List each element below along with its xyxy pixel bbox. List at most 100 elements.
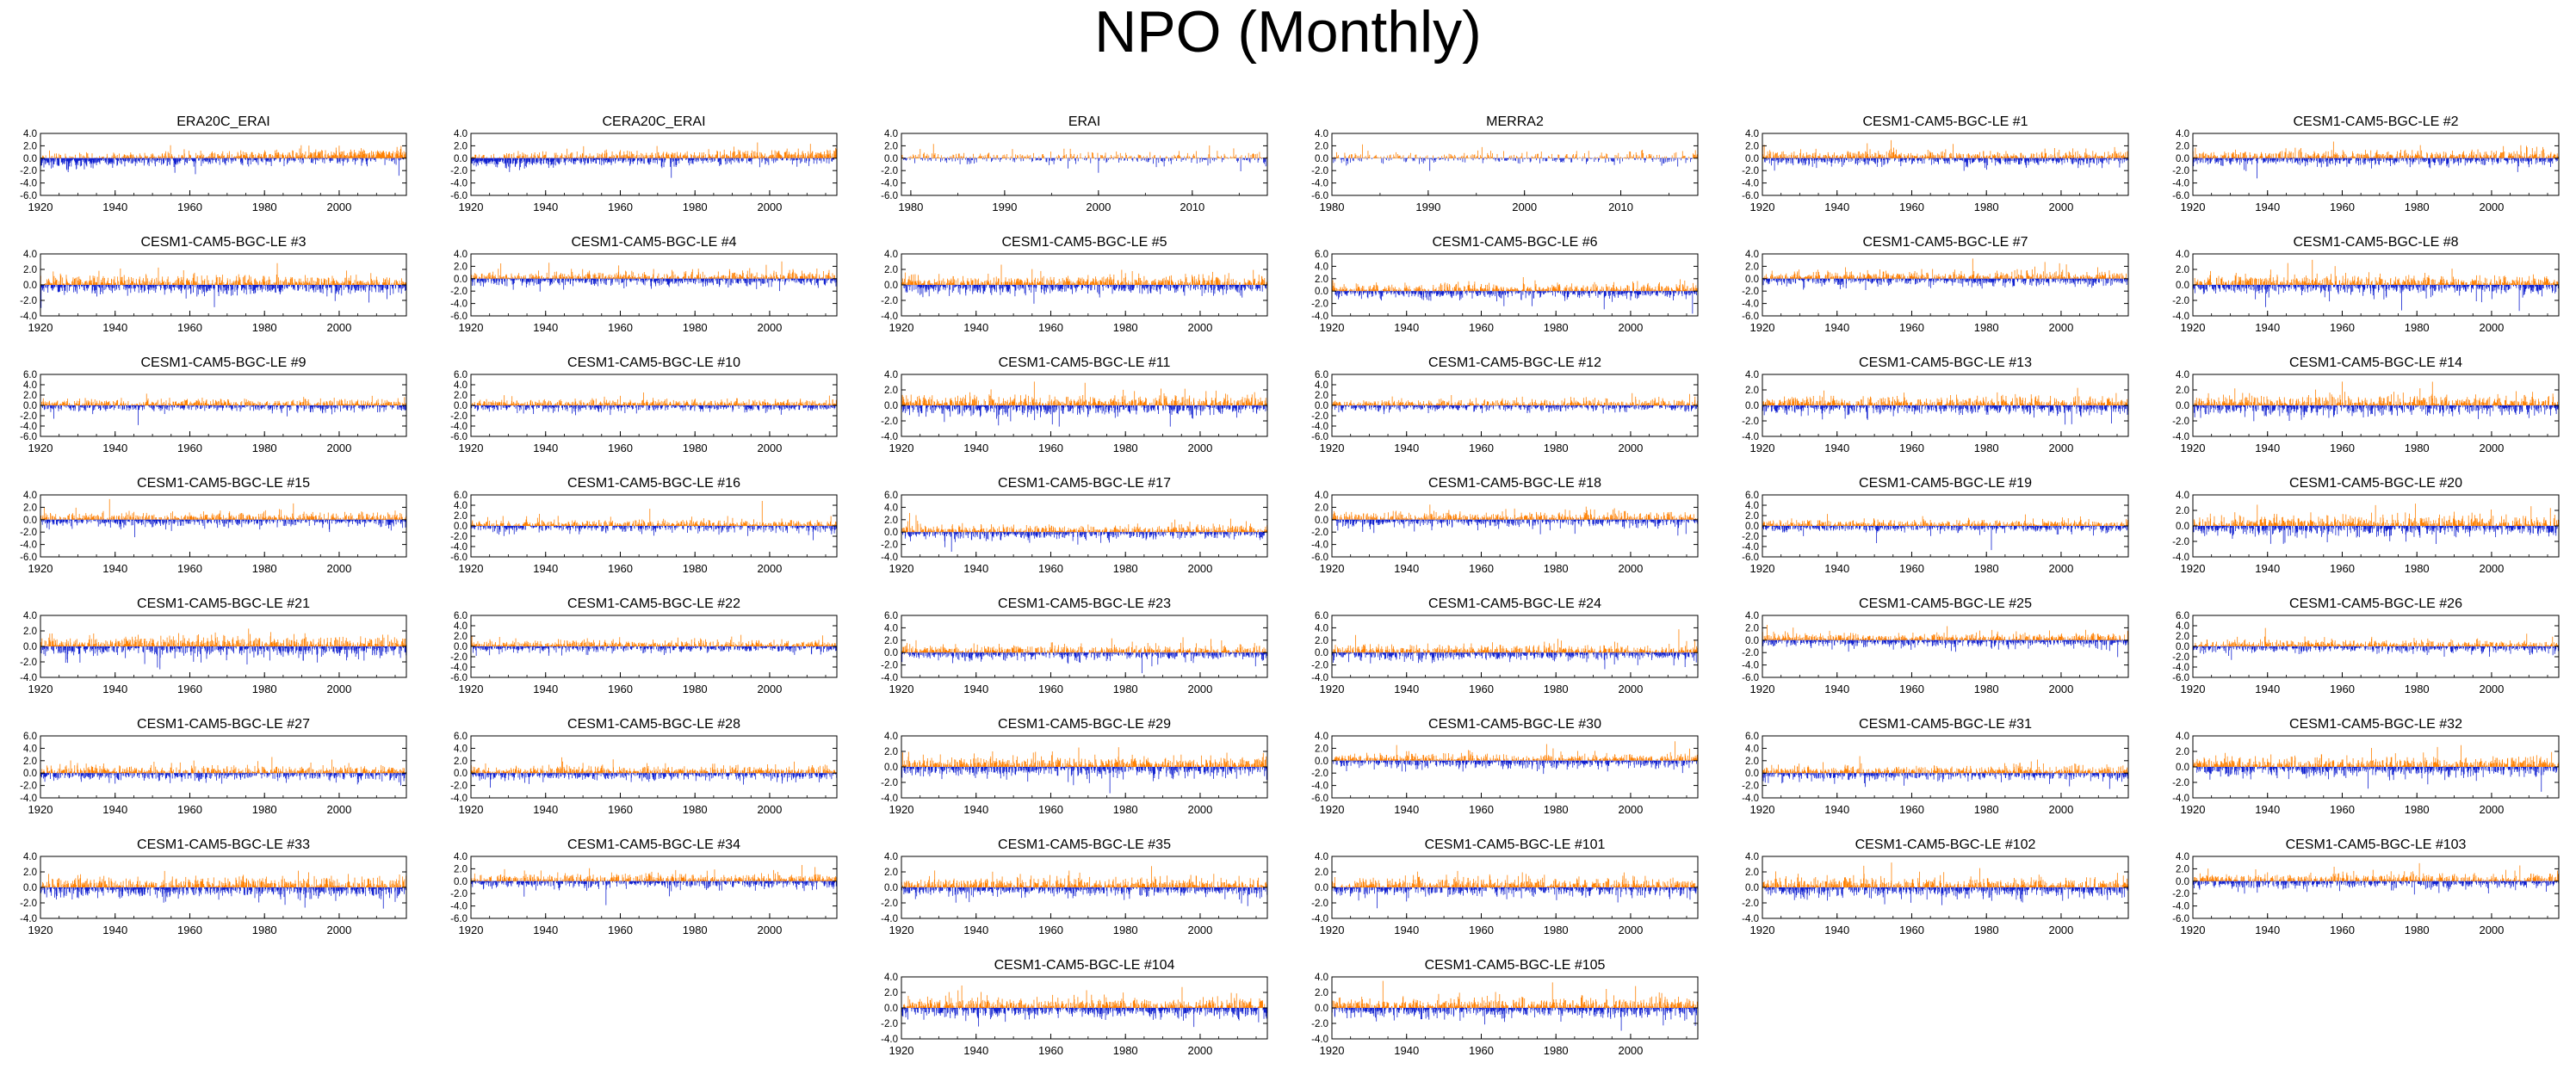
y-tick-label: -2.0: [881, 1019, 898, 1029]
y-tick-label: -4.0: [20, 673, 37, 683]
x-tick-label: 1960: [1469, 803, 1494, 816]
x-tick-label: 1920: [2181, 924, 2206, 936]
x-tick-label: 1980: [2405, 201, 2430, 213]
panel: CESM1-CAM5-BGC-LE #1 1920 1940 1960 1980 2000…: [1742, 114, 2129, 213]
positive-bars: [2192, 381, 2558, 405]
x-tick-label: 1960: [608, 321, 633, 334]
panel-title: CERA20C_ERAI: [602, 114, 705, 129]
y-tick-label: -2.0: [1311, 1019, 1328, 1029]
y-tick-label: -4.0: [1311, 312, 1328, 322]
x-tick-label: 2000: [2479, 201, 2504, 213]
y-tick-label: -4.0: [1742, 914, 1759, 924]
x-tick-label: 1920: [1320, 1044, 1345, 1057]
x-tick-label: 1940: [1394, 683, 1419, 695]
y-tick-label: 4.0: [1315, 973, 1328, 983]
y-tick-label: 2.0: [1745, 141, 1759, 151]
x-tick-label: 1920: [889, 321, 914, 334]
x-tick-label: 2000: [757, 683, 782, 695]
positive-bars: [2192, 745, 2560, 767]
y-tick-label: 4.0: [884, 503, 898, 513]
y-tick-label: 4.0: [1315, 623, 1328, 633]
x-tick-label: 1960: [608, 683, 633, 695]
panel-title: CESM1-CAM5-BGC-LE #20: [2289, 476, 2462, 491]
x-tick-label: 1980: [252, 442, 277, 454]
y-tick-label: -2.0: [2172, 889, 2189, 899]
y-tick-label: -2.0: [2172, 652, 2189, 663]
y-tick-label: -4.0: [2172, 432, 2189, 442]
y-tick-label: -4.0: [450, 663, 468, 673]
y-tick-label: -6.0: [20, 553, 37, 563]
x-tick-label: 2000: [1618, 442, 1643, 454]
panel-title: CESM1-CAM5-BGC-LE #30: [1428, 717, 1601, 732]
y-tick-label: 0.0: [454, 401, 468, 411]
positive-bars: [2192, 141, 2559, 158]
y-tick-label: -2.0: [1311, 411, 1328, 422]
x-tick-label: 1920: [28, 562, 53, 575]
y-tick-label: 0.0: [1745, 275, 1759, 285]
x-tick-label: 1960: [177, 442, 202, 454]
x-tick-label: 1980: [1544, 683, 1569, 695]
panel: CESM1-CAM5-BGC-LE #25 1920 1940 1960 1980 200…: [1742, 596, 2129, 695]
x-tick-label: 1980: [683, 442, 708, 454]
y-tick-label: -4.0: [2172, 179, 2189, 189]
x-tick-label: 1980: [1544, 321, 1569, 334]
y-tick-label: 0.0: [454, 877, 468, 887]
y-tick-label: 0.0: [884, 883, 898, 893]
figure-title: NPO (Monthly): [1094, 0, 1482, 65]
x-tick-label: 1920: [459, 321, 484, 334]
positive-bars: [40, 145, 407, 158]
y-tick-label: 4.0: [2176, 250, 2189, 260]
positive-bars: [901, 747, 1266, 767]
y-tick-label: -2.0: [20, 411, 37, 422]
y-tick-label: -4.0: [450, 542, 468, 553]
x-tick-label: 2000: [757, 321, 782, 334]
panel-title: CESM1-CAM5-BGC-LE #25: [1859, 596, 2032, 611]
y-tick-label: 2.0: [2176, 386, 2189, 396]
x-tick-label: 2000: [1618, 683, 1643, 695]
y-tick-label: 0.0: [2176, 401, 2189, 411]
y-tick-label: 4.0: [1315, 129, 1328, 139]
plot-frame: [1331, 615, 1699, 678]
y-tick-label: 0.0: [884, 528, 898, 538]
plot-frame: [901, 615, 1268, 678]
x-tick-label: 1960: [1469, 683, 1494, 695]
x-tick-label: 1920: [459, 924, 484, 936]
y-tick-label: 0.0: [454, 154, 468, 164]
x-tick-label: 1960: [2330, 803, 2355, 816]
y-tick-label: 2.0: [1315, 744, 1328, 754]
panel-title: CESM1-CAM5-BGC-LE #23: [998, 596, 1171, 611]
x-tick-label: 1980: [1974, 442, 1999, 454]
positive-bars: [901, 144, 1267, 158]
y-tick-label: 4.0: [2176, 852, 2189, 862]
negative-bars: [470, 526, 837, 541]
y-tick-label: 2.0: [2176, 632, 2189, 642]
positive-bars: [470, 261, 837, 279]
x-tick-label: 1920: [2181, 562, 2206, 575]
x-tick-label: 1940: [102, 683, 127, 695]
negative-bars: [1331, 652, 1697, 670]
negative-bars: [1762, 278, 2129, 291]
negative-bars: [901, 887, 1268, 906]
y-tick-label: 4.0: [884, 129, 898, 139]
y-tick-label: 0.0: [1315, 1004, 1328, 1014]
x-tick-label: 1960: [177, 562, 202, 575]
panel: CESM1-CAM5-BGC-LE #27 1920 1940 1960 1980 200…: [20, 717, 407, 816]
positive-bars: [2194, 259, 2559, 285]
x-tick-label: 2000: [2048, 683, 2073, 695]
y-tick-label: -4.0: [20, 422, 37, 432]
x-tick-label: 2010: [1608, 201, 1633, 213]
y-tick-label: -2.0: [450, 411, 468, 422]
y-tick-label: 4.0: [1745, 611, 1759, 621]
y-tick-label: 0.0: [1315, 401, 1328, 411]
x-tick-label: 2000: [326, 803, 351, 816]
panel-title: CESM1-CAM5-BGC-LE #28: [567, 717, 740, 732]
y-tick-label: -2.0: [1311, 300, 1328, 310]
positive-bars: [470, 501, 838, 526]
y-tick-label: -6.0: [20, 432, 37, 442]
x-tick-label: 1960: [608, 924, 633, 936]
panel-title: CESM1-CAM5-BGC-LE #11: [999, 355, 1171, 370]
panel: CESM1-CAM5-BGC-LE #32 1920 1940 1960 1980 200…: [2172, 717, 2560, 816]
y-tick-label: 4.0: [884, 732, 898, 742]
y-tick-label: 4.0: [1745, 129, 1759, 139]
x-tick-label: 1960: [1469, 562, 1494, 575]
